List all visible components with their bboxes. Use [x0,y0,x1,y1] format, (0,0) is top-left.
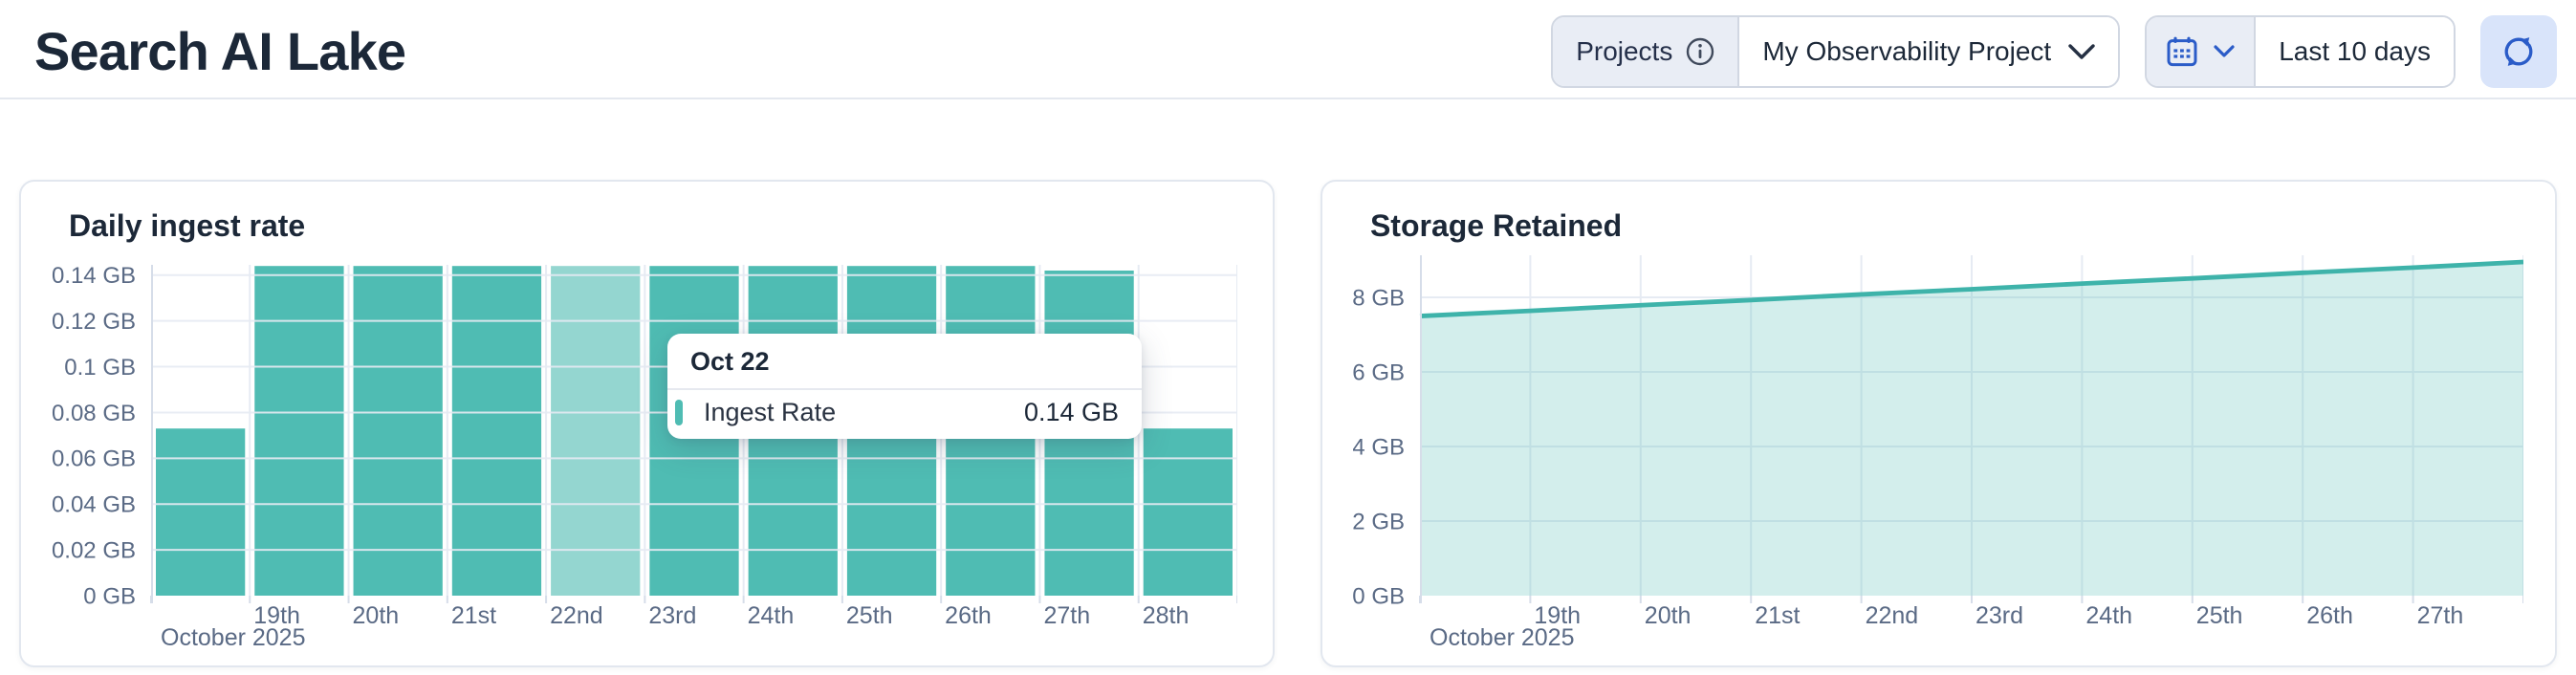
chart-tooltip: Oct 22 Ingest Rate 0.14 GB [667,334,1142,439]
svg-text:27th: 27th [1043,602,1090,629]
svg-text:19th: 19th [1534,602,1581,629]
chevron-down-icon [2068,44,2095,59]
svg-text:0 GB: 0 GB [1353,583,1405,609]
project-picker: Projects My Observability Project [1551,15,2121,88]
svg-text:21st: 21st [1755,602,1800,629]
tooltip-value: 0.14 GB [1023,398,1119,426]
header-divider [0,98,2576,99]
svg-text:25th: 25th [846,602,893,629]
svg-text:0.1 GB: 0.1 GB [64,355,136,381]
ingest-chart-wrap: 0 GB 0.02 GB 0.04 GB 0.06 GB 0.08 GB 0.1 GB 0.… [52,251,1242,657]
svg-text:27th: 27th [2417,602,2464,629]
daily-ingest-card: Daily ingest rate 0 GB 0.02 GB 0.04 GB 0.06… [19,180,1275,667]
time-range-picker: Last 10 days [2145,15,2456,88]
ingest-bar-chart[interactable]: 0 GB 0.02 GB 0.04 GB 0.06 GB 0.08 GB 0.1 GB 0.… [52,251,1238,651]
ingest-chart-title: Daily ingest rate [69,208,306,243]
tooltip-series-label: Ingest Rate [704,398,837,426]
svg-text:28th: 28th [1143,602,1190,629]
project-select-value: My Observability Project [1762,36,2052,66]
header-controls: Projects My Observability Project [1551,15,2557,88]
time-range-value[interactable]: Last 10 days [2256,17,2454,86]
svg-text:0.14 GB: 0.14 GB [52,263,136,289]
svg-text:26th: 26th [2306,602,2353,629]
svg-text:0 GB: 0 GB [83,583,136,609]
svg-text:8 GB: 8 GB [1353,285,1405,311]
date-picker-toggle[interactable] [2147,17,2257,86]
svg-text:6 GB: 6 GB [1353,359,1405,385]
refresh-icon [2500,33,2537,70]
svg-text:4 GB: 4 GB [1353,434,1405,460]
svg-text:23rd: 23rd [1976,602,2023,629]
svg-text:20th: 20th [353,602,400,629]
svg-text:October 2025: October 2025 [161,624,306,649]
storage-area-chart[interactable]: 0 GB 2 GB 4 GB 6 GB 8 GB 19th 20th 21st 22nd 23rd… [1352,251,2524,651]
page-header: Search AI Lake Projects My Observability… [0,0,2576,90]
tooltip-series-accent [675,400,683,425]
svg-text:0.04 GB: 0.04 GB [52,492,136,518]
project-picker-prepend: Projects [1553,17,1740,86]
project-picker-label: Projects [1576,36,1673,66]
project-select[interactable]: My Observability Project [1739,17,2119,86]
svg-text:0.12 GB: 0.12 GB [52,309,136,335]
svg-text:26th: 26th [945,602,992,629]
storage-chart-title: Storage Retained [1369,208,1623,243]
svg-text:21st: 21st [451,602,496,629]
refresh-button[interactable] [2480,15,2557,88]
svg-text:22nd: 22nd [550,602,603,629]
info-circle-icon[interactable] [1686,37,1714,66]
svg-text:0.02 GB: 0.02 GB [52,538,136,564]
svg-text:October 2025: October 2025 [1430,624,1575,649]
tooltip-date: Oct 22 [667,334,1142,390]
tooltip-row: Ingest Rate 0.14 GB [667,390,1142,439]
svg-text:24th: 24th [748,602,795,629]
page-title: Search AI Lake [34,21,406,81]
storage-chart-wrap: 0 GB 2 GB 4 GB 6 GB 8 GB 19th 20th 21st 22nd 23rd… [1352,251,2524,657]
storage-retained-card: Storage Retained 0 GB 2 GB 4 GB 6 GB 8 GB 19t… [1320,180,2557,667]
svg-text:23rd: 23rd [648,602,696,629]
svg-text:0.06 GB: 0.06 GB [52,446,136,472]
svg-text:0.08 GB: 0.08 GB [52,401,136,426]
svg-text:25th: 25th [2196,602,2243,629]
svg-text:2 GB: 2 GB [1353,509,1405,534]
svg-text:22nd: 22nd [1866,602,1919,629]
svg-text:24th: 24th [2085,602,2132,629]
svg-text:20th: 20th [1645,602,1692,629]
calendar-icon [2166,35,2198,68]
chevron-down-icon [2214,45,2235,58]
dashboard-cards: Daily ingest rate 0 GB 0.02 GB 0.04 GB 0.06… [0,180,2576,667]
svg-text:19th: 19th [253,602,300,629]
